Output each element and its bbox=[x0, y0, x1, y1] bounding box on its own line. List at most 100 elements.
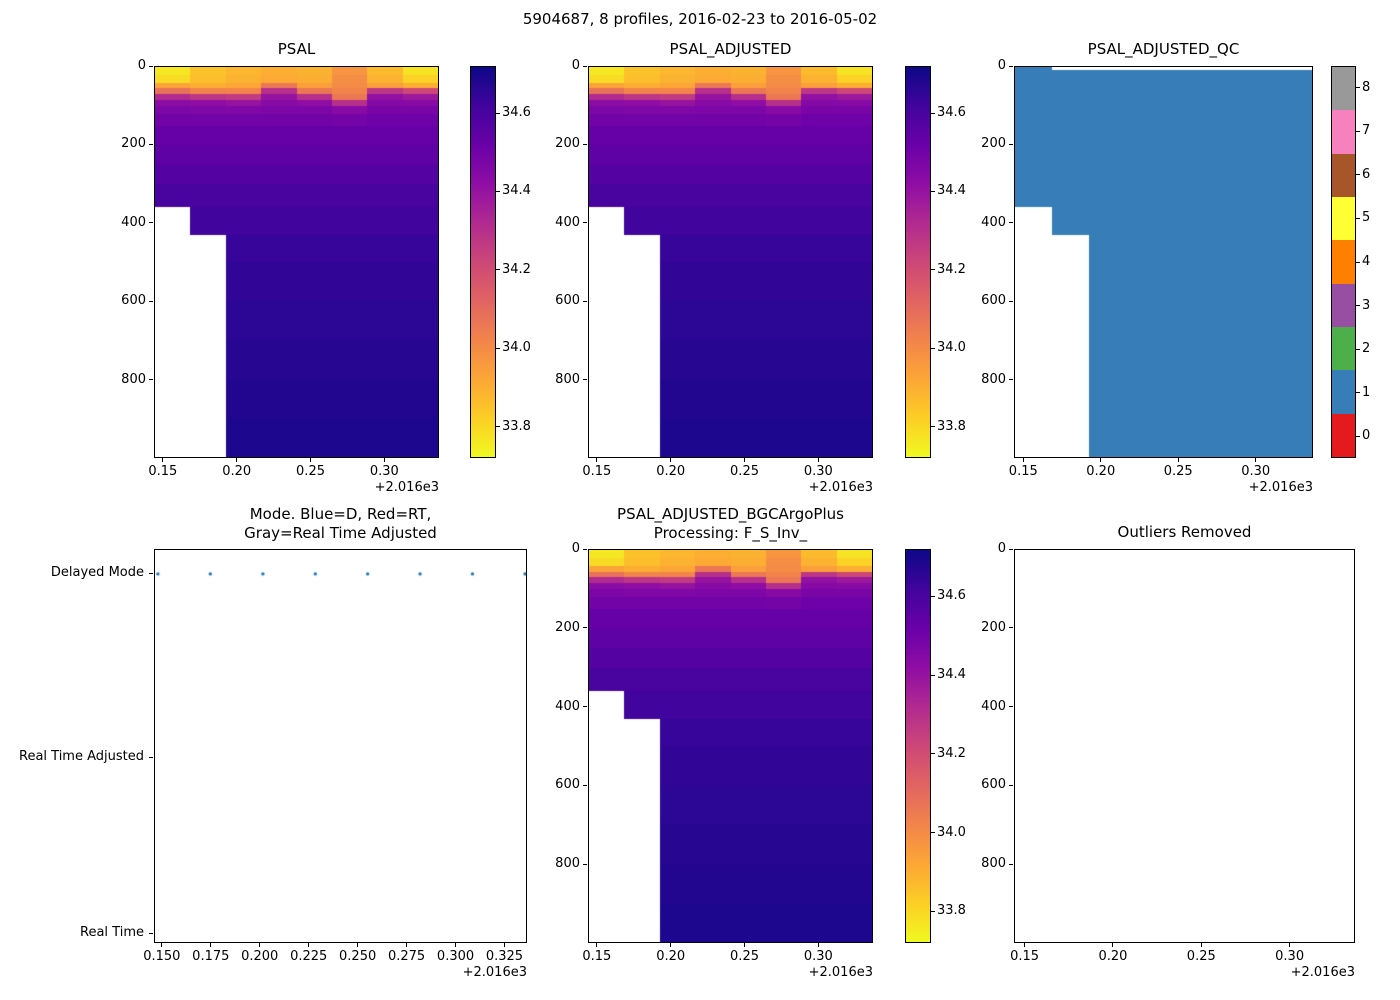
colorbar-tick-label: 5 bbox=[1362, 210, 1371, 226]
colorbar-tick-mark bbox=[496, 190, 500, 192]
colorbar-tick-label: 6 bbox=[1362, 166, 1371, 182]
colorbar-tick-label: 33.8 bbox=[937, 903, 966, 919]
colorbar-tick-mark bbox=[931, 426, 935, 428]
x-axis-offset-label: +2.016e3 bbox=[374, 480, 439, 495]
x-tick-mark bbox=[455, 943, 457, 947]
colorbar-tick-mark bbox=[931, 753, 935, 755]
qc-colorbar-segment bbox=[1332, 413, 1355, 457]
y-tick-mark bbox=[1009, 143, 1013, 145]
colorbar-tick-label: 34.2 bbox=[937, 745, 966, 761]
x-tick-label: 0.30 bbox=[1241, 464, 1271, 479]
colorbar-tick-mark bbox=[496, 347, 500, 349]
psal-adjusted-colorbar bbox=[905, 66, 931, 458]
mode-scatter-canvas bbox=[155, 550, 526, 942]
x-tick-label: 0.25 bbox=[1186, 949, 1216, 964]
y-tick-mark bbox=[583, 548, 587, 550]
x-tick-label: 0.20 bbox=[222, 464, 252, 479]
colorbar-tick-label: 4 bbox=[1362, 254, 1371, 269]
x-tick-mark bbox=[161, 943, 163, 947]
colorbar-tick-label: 8 bbox=[1362, 79, 1371, 95]
x-tick-mark bbox=[596, 458, 598, 462]
colorbar-tick-mark bbox=[931, 595, 935, 597]
colorbar-tick-label: 34.6 bbox=[937, 105, 966, 121]
colorbar-tick-label: 34.6 bbox=[937, 588, 966, 604]
x-tick-mark bbox=[744, 458, 746, 462]
colorbar-tick-label: 34.0 bbox=[502, 340, 531, 356]
x-tick-mark bbox=[744, 943, 746, 947]
colorbar-tick-label: 34.0 bbox=[937, 824, 966, 840]
colorbar-tick-mark bbox=[1356, 348, 1360, 350]
x-tick-label: 0.15 bbox=[582, 464, 612, 479]
x-tick-label: 0.325 bbox=[485, 949, 524, 964]
x-tick-label: 0.300 bbox=[436, 949, 475, 964]
x-axis-offset-label: +2.016e3 bbox=[808, 480, 873, 495]
x-tick-label: 0.20 bbox=[1086, 464, 1116, 479]
y-tick-label: 600 bbox=[555, 293, 580, 309]
x-tick-label: 0.25 bbox=[730, 464, 759, 479]
colorbar-tick-label: 34.4 bbox=[937, 667, 966, 683]
y-tick-label: 0 bbox=[997, 58, 1006, 73]
y-tick-mark bbox=[583, 863, 587, 865]
y-tick-label: 800 bbox=[555, 371, 580, 387]
y-tick-mark bbox=[583, 784, 587, 786]
qc-heatmap-canvas bbox=[1015, 67, 1312, 457]
colorbar-tick-label: 34.4 bbox=[502, 183, 531, 199]
x-tick-label: 0.20 bbox=[1098, 949, 1128, 964]
x-tick-label: 0.150 bbox=[143, 949, 181, 964]
colorbar-tick-label: 34.2 bbox=[937, 261, 966, 277]
x-tick-label: 0.25 bbox=[1163, 464, 1193, 479]
qc-colorbar bbox=[1331, 66, 1356, 458]
y-tick-label: 800 bbox=[981, 371, 1006, 387]
y-tick-label: 600 bbox=[981, 293, 1006, 309]
x-tick-label: 0.15 bbox=[1010, 949, 1040, 964]
qc-heatmap-axes bbox=[1014, 66, 1313, 458]
colorbar-tick-label: 34.0 bbox=[937, 340, 966, 356]
colorbar-tick-mark bbox=[931, 674, 935, 676]
y-tick-mark bbox=[583, 300, 587, 302]
psal-adjusted-panel-title: PSAL_ADJUSTED bbox=[669, 40, 792, 58]
y-tick-label: 400 bbox=[121, 214, 146, 230]
colorbar-tick-mark bbox=[1356, 217, 1360, 219]
colorbar-tick-mark bbox=[496, 269, 500, 271]
y-tick-label: 200 bbox=[555, 136, 580, 152]
qc-colorbar-segment bbox=[1332, 67, 1355, 111]
y-tick-label: 200 bbox=[555, 619, 580, 635]
y-tick-label: 0 bbox=[571, 58, 580, 73]
y-tick-label: 200 bbox=[981, 619, 1006, 635]
bgc-heatmap-canvas bbox=[589, 550, 872, 942]
x-tick-label: 0.25 bbox=[296, 464, 325, 479]
outliers-axes bbox=[1014, 549, 1355, 943]
x-tick-label: 0.30 bbox=[803, 949, 833, 964]
colorbar-tick-mark bbox=[1356, 261, 1360, 263]
y-tick-mark bbox=[149, 143, 153, 145]
qc-colorbar-segment bbox=[1332, 283, 1355, 327]
x-tick-label: 0.225 bbox=[290, 949, 328, 964]
y-tick-label: 200 bbox=[121, 136, 146, 152]
x-axis-offset-label: +2.016e3 bbox=[1290, 965, 1355, 980]
x-tick-label: 0.20 bbox=[656, 949, 686, 964]
y-tick-label: 400 bbox=[981, 698, 1006, 714]
colorbar-tick-label: 3 bbox=[1362, 297, 1371, 313]
colorbar-tick-mark bbox=[931, 347, 935, 349]
x-axis-offset-label: +2.016e3 bbox=[462, 965, 527, 980]
x-tick-mark bbox=[357, 943, 359, 947]
y-tick-label: 600 bbox=[121, 293, 146, 309]
y-tick-mark bbox=[149, 932, 153, 934]
colorbar-tick-mark bbox=[1356, 392, 1360, 394]
x-tick-label: 0.15 bbox=[1008, 464, 1038, 479]
colorbar-tick-label: 1 bbox=[1362, 384, 1371, 400]
y-tick-mark bbox=[149, 379, 153, 381]
x-tick-mark bbox=[1255, 458, 1257, 462]
y-tick-mark bbox=[1009, 548, 1013, 550]
y-tick-mark bbox=[149, 300, 153, 302]
y-tick-mark bbox=[1009, 706, 1013, 708]
x-tick-mark bbox=[162, 458, 164, 462]
y-tick-mark bbox=[583, 143, 587, 145]
y-tick-mark bbox=[149, 222, 153, 224]
y-tick-label: 600 bbox=[555, 777, 580, 793]
y-tick-label: 400 bbox=[555, 698, 580, 714]
x-tick-mark bbox=[1024, 943, 1026, 947]
y-tick-label: 0 bbox=[997, 541, 1006, 556]
colorbar-tick-mark bbox=[1356, 435, 1360, 437]
x-tick-mark bbox=[670, 458, 672, 462]
